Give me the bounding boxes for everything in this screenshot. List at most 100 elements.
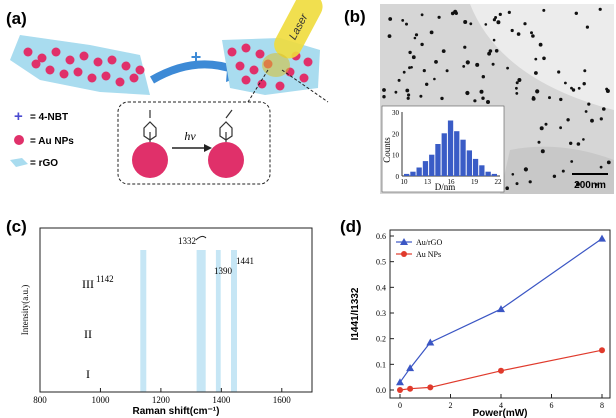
peak-label-1390: 1390 [214, 266, 233, 276]
au-np [23, 47, 33, 57]
point-au-rgo [396, 378, 404, 386]
ratio-xtick-label: 4 [499, 401, 503, 410]
panel-c: (c) 800 1000 1200 1400 1600 Raman shift(cm⁻¹… [0, 210, 330, 418]
tem-nanoparticle [515, 86, 518, 90]
tem-nanoparticle [538, 42, 543, 47]
tem-nanoparticle [411, 55, 416, 60]
tem-nanoparticle [382, 95, 386, 99]
histogram-bar [472, 158, 479, 176]
tem-nanoparticle [498, 12, 502, 16]
legend-4nbt: = 4-NBT [30, 112, 68, 123]
au-np [45, 65, 55, 75]
tem-nanoparticle [434, 60, 438, 64]
inset-xtick-label: 10 [401, 178, 409, 186]
tem-nanoparticle [584, 110, 588, 113]
au-np [129, 73, 139, 83]
tem-nanoparticle [445, 69, 449, 73]
au-np [87, 73, 97, 83]
ratio-ytick-label: 0.5 [376, 258, 386, 267]
tem-nanoparticle [388, 17, 393, 21]
au-np [241, 75, 251, 85]
legend-au-rgo-label: Au/rGO [416, 238, 442, 247]
tem-nanoparticle [605, 89, 610, 93]
histogram-bar [454, 131, 460, 176]
tem-nanoparticle [530, 31, 533, 35]
ratio-xtick-label: 8 [600, 401, 604, 410]
spectra-tick-label: 1000 [91, 395, 110, 405]
au-np [235, 61, 245, 71]
au-np [73, 67, 83, 77]
tem-light-region [470, 4, 614, 110]
peak-1332-arrow [195, 235, 207, 241]
panel-a-schematic: (a) + Laser hν + = 4-NBT = Au NP [6, 0, 329, 185]
tem-dark-region [500, 146, 614, 194]
spectra-ylabel: Intensity(a.u.) [20, 285, 30, 335]
tem-nanoparticle [535, 89, 540, 94]
legend-au-nps: = Au NPs [30, 136, 74, 147]
ratio-xlabel: Power(mW) [473, 408, 528, 418]
histogram-bar [435, 144, 441, 176]
inset-xtick-label: 16 [448, 178, 456, 186]
tem-nanoparticle [496, 20, 501, 25]
peak-highlights [140, 250, 237, 392]
tem-nanoparticle [576, 182, 580, 187]
tem-nanoparticle [465, 90, 470, 96]
tem-nanoparticle [407, 93, 411, 97]
au-np [257, 79, 267, 89]
panel-c-raman-spectra: (c) 800 1000 1200 1400 1600 Raman shift(cm⁻¹… [0, 210, 313, 417]
point-au-rgo [598, 234, 606, 242]
tem-nanoparticle [576, 142, 581, 146]
tem-nanoparticle [401, 19, 405, 22]
tem-nanoparticle [517, 78, 522, 82]
tem-nanoparticle [594, 183, 598, 186]
tem-nanoparticle [566, 118, 570, 122]
peak-label-1332: 1332 [178, 236, 196, 246]
tem-nanoparticle [473, 99, 477, 103]
histogram-bar [485, 171, 491, 176]
tem-nanoparticle [402, 70, 406, 74]
tem-nanoparticle [570, 160, 574, 163]
tem-nanoparticle [557, 70, 561, 74]
panel-d-label: (d) [340, 217, 362, 236]
au-np [249, 65, 259, 75]
tem-nanoparticle [462, 65, 466, 68]
trace-label-I: I [86, 367, 90, 381]
point-au-nps [498, 367, 504, 374]
histogram-bar [429, 154, 435, 176]
tem-nanoparticle [590, 118, 594, 123]
inset-xlabel: D/nm [435, 182, 456, 192]
panel-a-label: (a) [6, 9, 27, 28]
tem-nanoparticle [537, 140, 541, 144]
tem-nanoparticle [510, 28, 514, 33]
legend-plus-icon: + [14, 108, 23, 125]
inset-ytick-label: 0 [396, 173, 400, 181]
tem-nanoparticle [394, 90, 398, 94]
molecule-left [143, 110, 157, 142]
tem-nanoparticle [414, 33, 419, 37]
tem-nanoparticle [574, 11, 578, 15]
histogram-bar [447, 120, 454, 176]
panel-b-label: (b) [344, 7, 366, 26]
tem-nanoparticle [515, 92, 519, 95]
panel-d: (d) 0 2 4 6 8 0.0 0.1 0.2 0.3 0.4 0.5 0.6 Power(mW)… [336, 210, 616, 418]
tem-nanoparticle [598, 7, 602, 11]
tem-nanoparticle [577, 86, 581, 90]
zoom-line-2 [281, 69, 329, 103]
tem-nanoparticle [569, 141, 573, 145]
tem-nanoparticle [585, 25, 589, 29]
tem-nanoparticle [534, 71, 538, 75]
inset-ytick-label: 10 [392, 152, 400, 160]
tem-nanoparticle [492, 18, 496, 22]
au-np [275, 81, 285, 91]
tem-nanoparticle [516, 32, 521, 36]
ratio-axes [389, 229, 611, 399]
tem-nanoparticle [505, 186, 509, 190]
tem-nanoparticle [542, 8, 546, 12]
tem-nanoparticle [559, 126, 562, 130]
tem-nanoparticle [515, 81, 519, 85]
tem-nanoparticle [454, 11, 458, 15]
tem-nanoparticle [408, 50, 412, 55]
au-np [303, 57, 313, 67]
histogram-bar [479, 165, 485, 176]
